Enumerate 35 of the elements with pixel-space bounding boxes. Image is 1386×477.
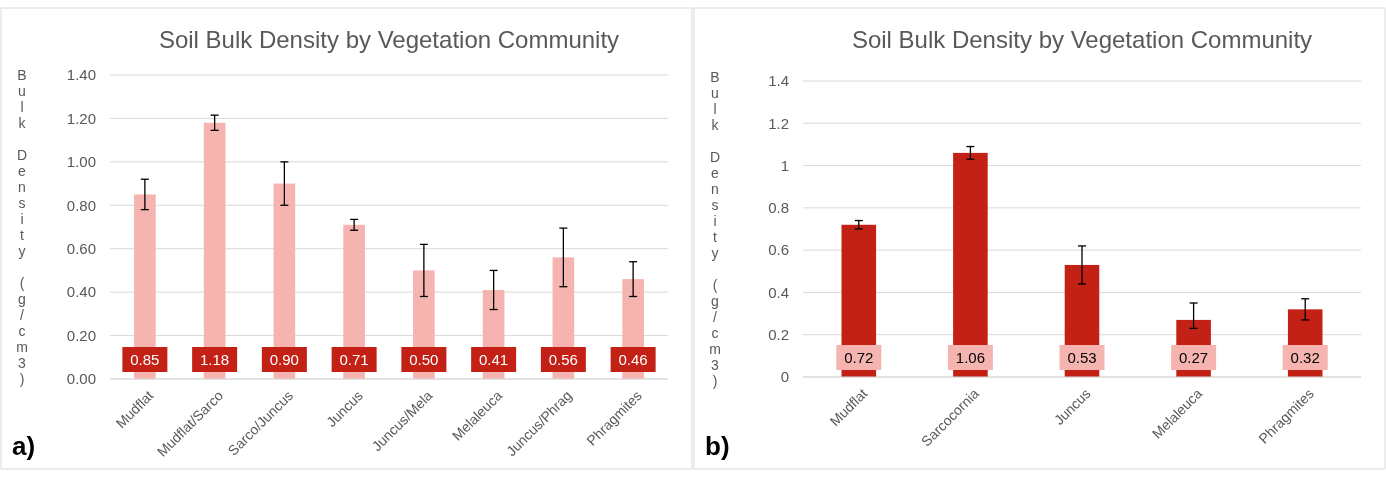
y-tick-label: 0.40: [66, 283, 96, 301]
y-tick-label: 0.20: [66, 326, 96, 344]
y-tick-label: 1.40: [66, 66, 96, 84]
text: a): [12, 431, 36, 461]
y-tick-label: 0.2: [768, 325, 789, 343]
y-tick-label: 1.00: [66, 153, 96, 171]
y-axis-title: Bulk Density (g/cm3): [707, 69, 723, 389]
y-tick-label: 0.6: [768, 241, 789, 259]
data-label: 0.56: [548, 350, 578, 368]
data-label: 1.18: [200, 350, 230, 368]
y-tick-label: 0.00: [66, 370, 96, 388]
data-label: 0.90: [269, 350, 299, 368]
y-tick-label: 0.60: [66, 239, 96, 257]
y-tick-label: 0.80: [66, 196, 96, 214]
data-label: 0.50: [409, 350, 439, 368]
data-label: 0.71: [339, 350, 369, 368]
data-label: 0.53: [1067, 348, 1097, 366]
y-tick-label: 0.4: [768, 283, 789, 301]
data-label: 0.41: [479, 350, 509, 368]
y-tick-label: 0: [780, 368, 789, 386]
chart-title: Soil Bulk Density by Vegetation Community: [851, 26, 1313, 53]
data-label: 0.27: [1179, 348, 1209, 366]
y-tick-label: 1: [780, 156, 789, 174]
data-label: 0.85: [130, 350, 160, 368]
data-label: 1.06: [955, 348, 985, 366]
chart-title: Soil Bulk Density by Vegetation Community: [158, 26, 620, 53]
y-tick-label: 1.4: [768, 72, 789, 90]
y-tick-label: 1.20: [66, 109, 96, 127]
y-axis-title: Bulk Density (g/cm3): [14, 67, 30, 387]
data-label: 0.32: [1290, 348, 1320, 366]
y-tick-label: 1.2: [768, 114, 789, 132]
y-tick-label: 0.8: [768, 199, 789, 217]
data-label: 0.72: [844, 348, 874, 366]
data-label: 0.46: [618, 350, 648, 368]
text: b): [705, 431, 730, 461]
